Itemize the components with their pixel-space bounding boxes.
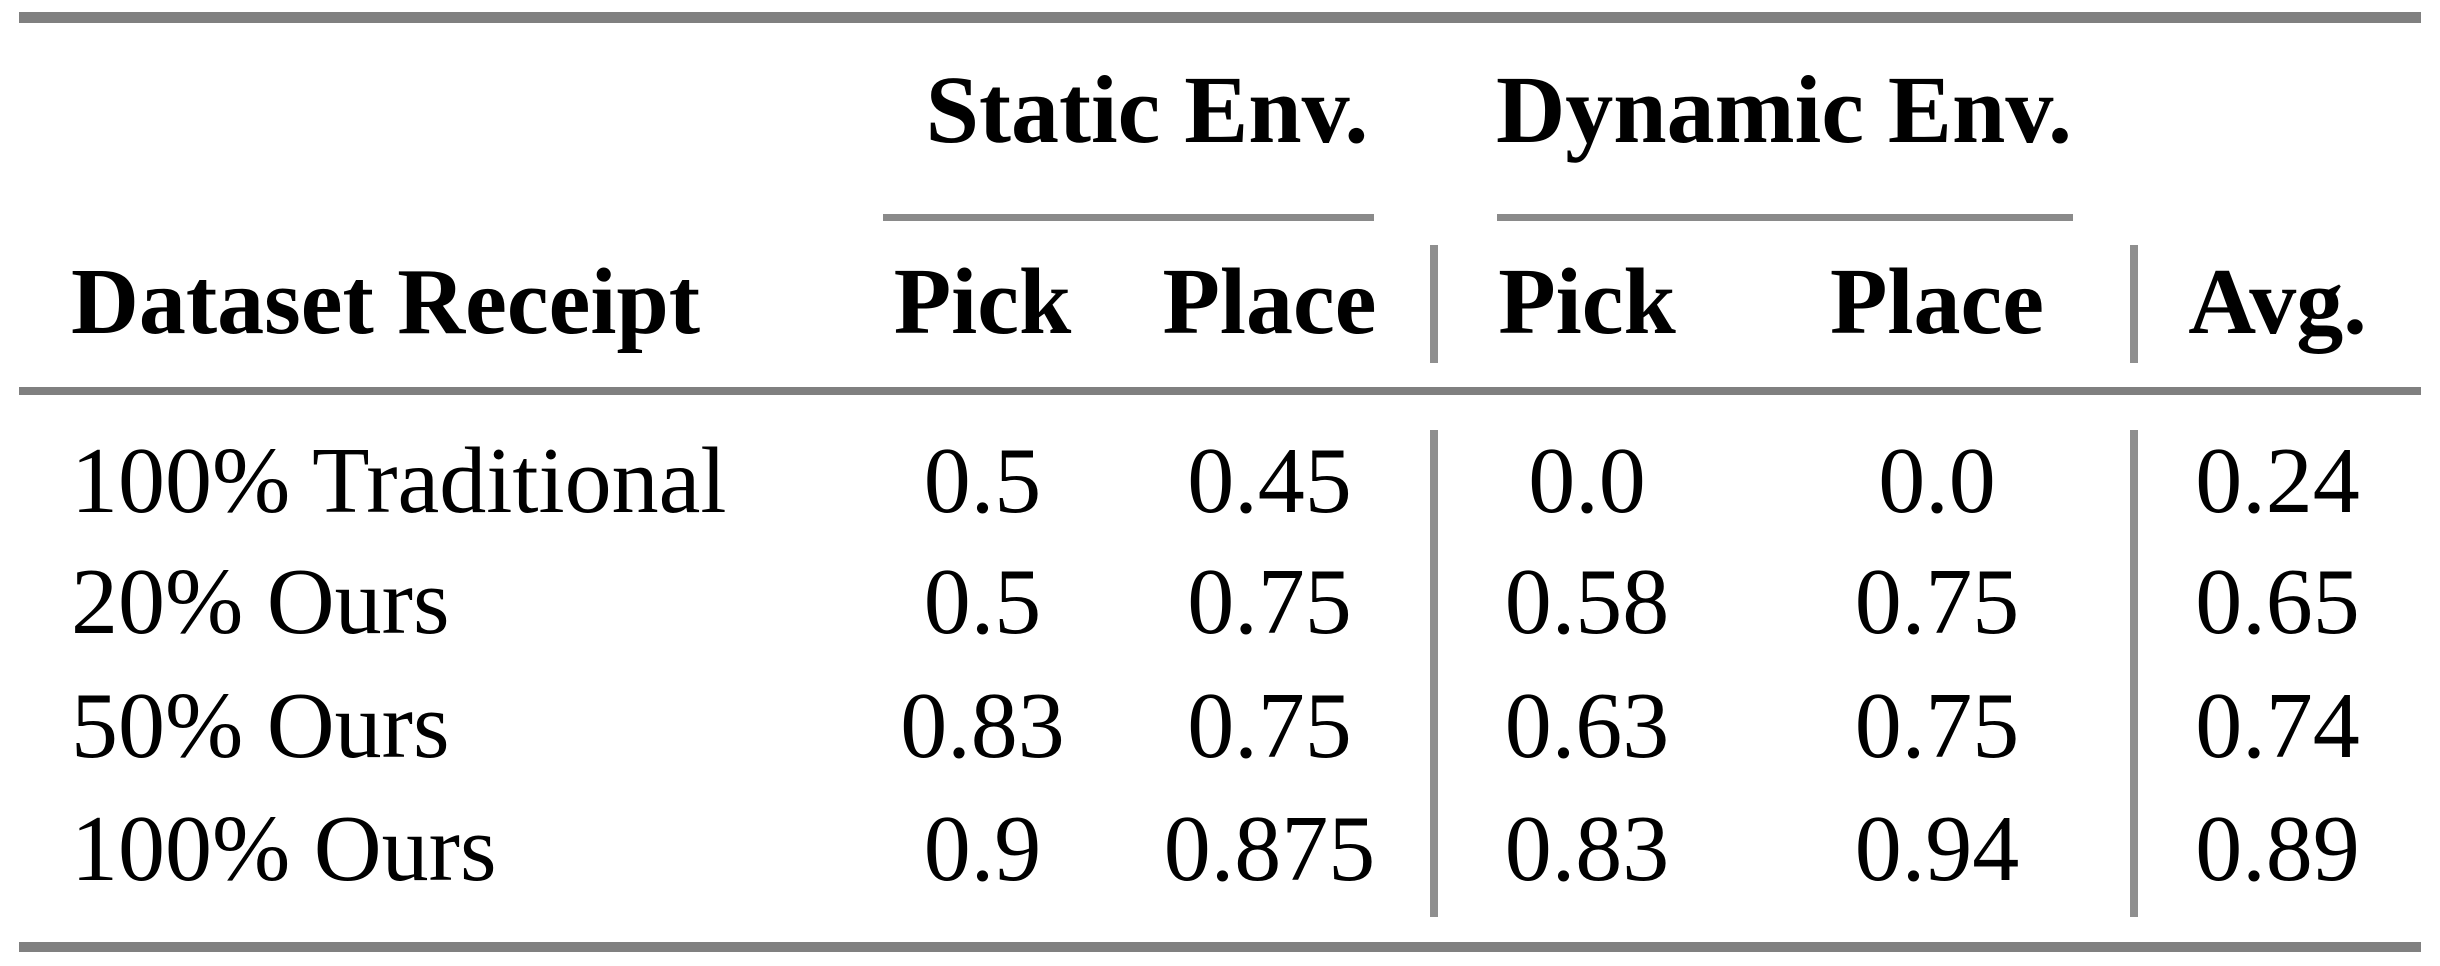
cell-dynamic-place: 0.75 bbox=[1854, 674, 2020, 778]
divider-static-dynamic bbox=[1430, 430, 1438, 917]
table-row: 20% Ours 0.5 0.75 0.58 0.75 0.65 bbox=[19, 542, 2421, 662]
column-header-dynamic-pick: Pick bbox=[1498, 250, 1676, 354]
cell-dynamic-place: 0.75 bbox=[1854, 550, 2020, 654]
divider-dynamic-avg bbox=[2130, 430, 2138, 917]
divider-dynamic-avg bbox=[2130, 245, 2138, 363]
cell-static-place: 0.45 bbox=[1187, 429, 1352, 533]
row-label: 100% Traditional bbox=[71, 429, 727, 533]
table-row: 50% Ours 0.83 0.75 0.63 0.75 0.74 bbox=[19, 666, 2421, 786]
cell-avg: 0.74 bbox=[2195, 674, 2360, 778]
column-header-static-place: Place bbox=[1162, 250, 1377, 354]
table-header-rule bbox=[19, 387, 2421, 395]
column-header-dataset: Dataset Receipt bbox=[71, 250, 701, 354]
cell-static-pick: 0.5 bbox=[923, 429, 1042, 533]
cell-static-place: 0.75 bbox=[1187, 674, 1352, 778]
dynamic-env-underline bbox=[1497, 214, 2073, 221]
cell-static-pick: 0.83 bbox=[900, 674, 1065, 778]
column-header-avg: Avg. bbox=[2188, 250, 2367, 354]
cell-avg: 0.89 bbox=[2195, 797, 2360, 901]
column-header-static-pick: Pick bbox=[893, 250, 1072, 354]
static-env-underline bbox=[883, 214, 1374, 221]
cell-static-pick: 0.9 bbox=[923, 797, 1042, 901]
cell-dynamic-pick: 0.83 bbox=[1504, 797, 1670, 901]
cell-dynamic-pick: 0.63 bbox=[1504, 674, 1670, 778]
cell-static-pick: 0.5 bbox=[923, 550, 1042, 654]
group-header-static-env: Static Env. bbox=[925, 56, 1369, 163]
cell-avg: 0.65 bbox=[2195, 550, 2360, 654]
column-header-dynamic-place: Place bbox=[1830, 250, 2044, 354]
cell-static-place: 0.875 bbox=[1163, 797, 1376, 901]
group-header-dynamic-env: Dynamic Env. bbox=[1495, 56, 2073, 163]
cell-dynamic-pick: 0.0 bbox=[1528, 429, 1646, 533]
cell-static-place: 0.75 bbox=[1187, 550, 1352, 654]
row-label: 50% Ours bbox=[71, 674, 450, 778]
divider-static-dynamic bbox=[1430, 245, 1438, 363]
table-row: 100% Ours 0.9 0.875 0.83 0.94 0.89 bbox=[19, 789, 2421, 909]
cell-avg: 0.24 bbox=[2195, 429, 2360, 533]
table-top-rule bbox=[19, 12, 2421, 23]
row-label: 20% Ours bbox=[71, 550, 450, 654]
cell-dynamic-place: 0.0 bbox=[1878, 429, 1996, 533]
cell-dynamic-pick: 0.58 bbox=[1504, 550, 1670, 654]
row-label: 100% Ours bbox=[71, 797, 497, 901]
table-row: 100% Traditional 0.5 0.45 0.0 0.0 0.24 bbox=[19, 421, 2421, 541]
cell-dynamic-place: 0.94 bbox=[1854, 797, 2020, 901]
table-bottom-rule bbox=[19, 942, 2421, 952]
column-header-row: Dataset Receipt Pick Place Pick Place Av… bbox=[19, 232, 2421, 382]
